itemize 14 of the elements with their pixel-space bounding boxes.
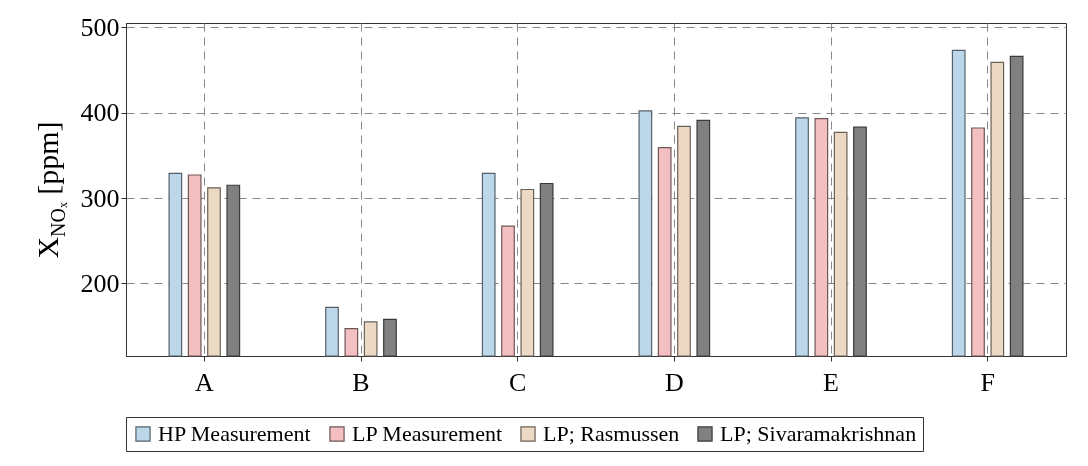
y-tick-label: 300	[80, 183, 120, 213]
y-tick-label: 200	[80, 268, 120, 298]
x-tick-label: B	[352, 367, 370, 397]
legend-label: LP; Rasmussen	[543, 421, 680, 446]
y-tick-label: 500	[80, 12, 120, 42]
legend-label: LP; Sivaramakrishnan	[720, 421, 917, 446]
x-tick-label: F	[980, 367, 995, 397]
legend-label: LP Measurement	[352, 421, 503, 446]
x-tick-label: E	[823, 367, 839, 397]
x-tick-label: C	[508, 367, 527, 397]
x-tick-label: D	[664, 367, 684, 397]
y-tick-label: 400	[80, 98, 120, 128]
x-tick-label: A	[194, 367, 214, 397]
legend-label: HP Measurement	[158, 421, 311, 446]
